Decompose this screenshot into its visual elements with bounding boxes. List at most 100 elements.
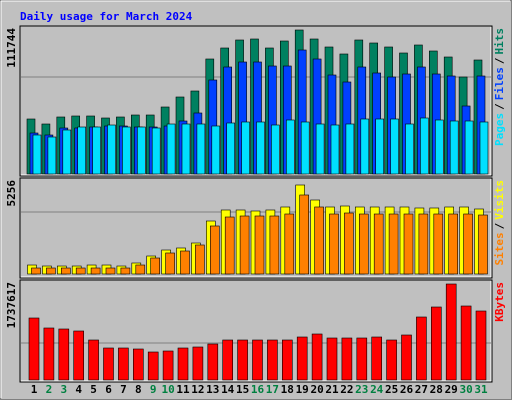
bar xyxy=(43,327,55,381)
x-tick-label: 13 xyxy=(206,383,219,396)
bar xyxy=(479,121,489,175)
bar xyxy=(464,120,474,175)
bar xyxy=(329,213,339,275)
bar xyxy=(207,343,219,381)
bar xyxy=(60,267,71,275)
x-tick-label: 27 xyxy=(415,383,428,396)
bar xyxy=(73,330,84,381)
bar xyxy=(137,126,146,175)
x-tick-label: 11 xyxy=(176,383,190,396)
bar xyxy=(150,257,160,275)
bar xyxy=(118,347,129,381)
bar xyxy=(418,213,429,275)
x-tick-label: 29 xyxy=(445,383,458,396)
bar xyxy=(58,328,70,381)
bar xyxy=(31,267,41,275)
bar xyxy=(195,244,205,275)
bar xyxy=(181,123,191,175)
bar xyxy=(254,215,265,275)
bar xyxy=(165,252,175,275)
x-tick-label: 15 xyxy=(236,383,249,396)
bar xyxy=(445,283,457,381)
bar xyxy=(326,337,338,381)
bar xyxy=(237,339,248,381)
bar xyxy=(430,306,442,381)
bar xyxy=(75,267,86,275)
legend: KBytes xyxy=(493,282,506,322)
x-tick-label: 4 xyxy=(75,383,82,396)
bar xyxy=(62,129,72,175)
x-tick-label: 7 xyxy=(120,383,127,396)
x-tick-label: 1 xyxy=(31,383,38,396)
bar xyxy=(241,121,250,175)
bar xyxy=(32,134,42,175)
bar xyxy=(180,250,190,275)
bar xyxy=(345,123,355,175)
y-max-label: 111744 xyxy=(5,28,18,68)
bar xyxy=(90,267,101,275)
bar xyxy=(401,334,412,381)
legend-entry: Files xyxy=(493,67,506,100)
bar xyxy=(177,347,189,381)
legend: Sites / Visits xyxy=(493,180,506,266)
x-tick-label: 20 xyxy=(310,383,323,396)
bar xyxy=(300,121,310,175)
x-tick-label: 18 xyxy=(281,383,294,396)
bar xyxy=(420,117,429,175)
x-tick-label: 10 xyxy=(161,383,174,396)
bar xyxy=(341,337,353,381)
x-tick-label: 21 xyxy=(325,383,339,396)
bar xyxy=(46,267,56,275)
bar xyxy=(330,124,340,175)
bar xyxy=(314,206,324,275)
bar xyxy=(475,310,487,381)
x-tick-label: 9 xyxy=(150,383,157,396)
chart-title: Daily usage for March 2024 xyxy=(20,10,193,23)
bar xyxy=(434,119,444,175)
bar xyxy=(344,212,354,275)
bar xyxy=(403,213,414,275)
x-tick-label: 17 xyxy=(266,383,279,396)
bar xyxy=(88,339,99,381)
legend-entry: Visits xyxy=(493,180,506,220)
x-tick-label: 8 xyxy=(135,383,142,396)
x-tick-label: 25 xyxy=(385,383,398,396)
bar xyxy=(192,346,204,381)
bar xyxy=(390,118,399,175)
bar xyxy=(105,267,116,275)
x-tick-label: 6 xyxy=(105,383,112,396)
bar xyxy=(47,136,57,175)
legend-separator: / xyxy=(493,57,506,64)
bar xyxy=(405,123,414,175)
bar xyxy=(162,350,174,381)
bar xyxy=(448,213,459,275)
x-tick-label: 19 xyxy=(296,383,309,396)
bar xyxy=(256,121,265,175)
bar xyxy=(460,305,472,381)
bar xyxy=(252,339,263,381)
bar xyxy=(222,339,233,381)
bar xyxy=(92,126,101,175)
bar xyxy=(373,213,384,275)
x-tick-label: 16 xyxy=(251,383,265,396)
y-max-label: 1737617 xyxy=(5,282,18,328)
bar xyxy=(311,333,323,381)
bar xyxy=(239,215,250,275)
bar xyxy=(120,267,131,275)
bar xyxy=(371,336,383,381)
x-tick-label: 22 xyxy=(340,383,353,396)
x-tick-label: 24 xyxy=(370,383,384,396)
bar xyxy=(196,123,206,175)
bar xyxy=(133,348,144,381)
bar xyxy=(299,194,310,275)
x-tick-label: 26 xyxy=(400,383,414,396)
legend-entry: Sites xyxy=(493,232,506,265)
bar xyxy=(386,339,397,381)
x-tick-label: 23 xyxy=(355,383,368,396)
bar xyxy=(226,122,235,175)
legend: Pages / Files / Hits xyxy=(493,28,506,146)
x-tick-label: 30 xyxy=(459,383,472,396)
bar xyxy=(271,124,280,175)
bar xyxy=(77,126,86,175)
